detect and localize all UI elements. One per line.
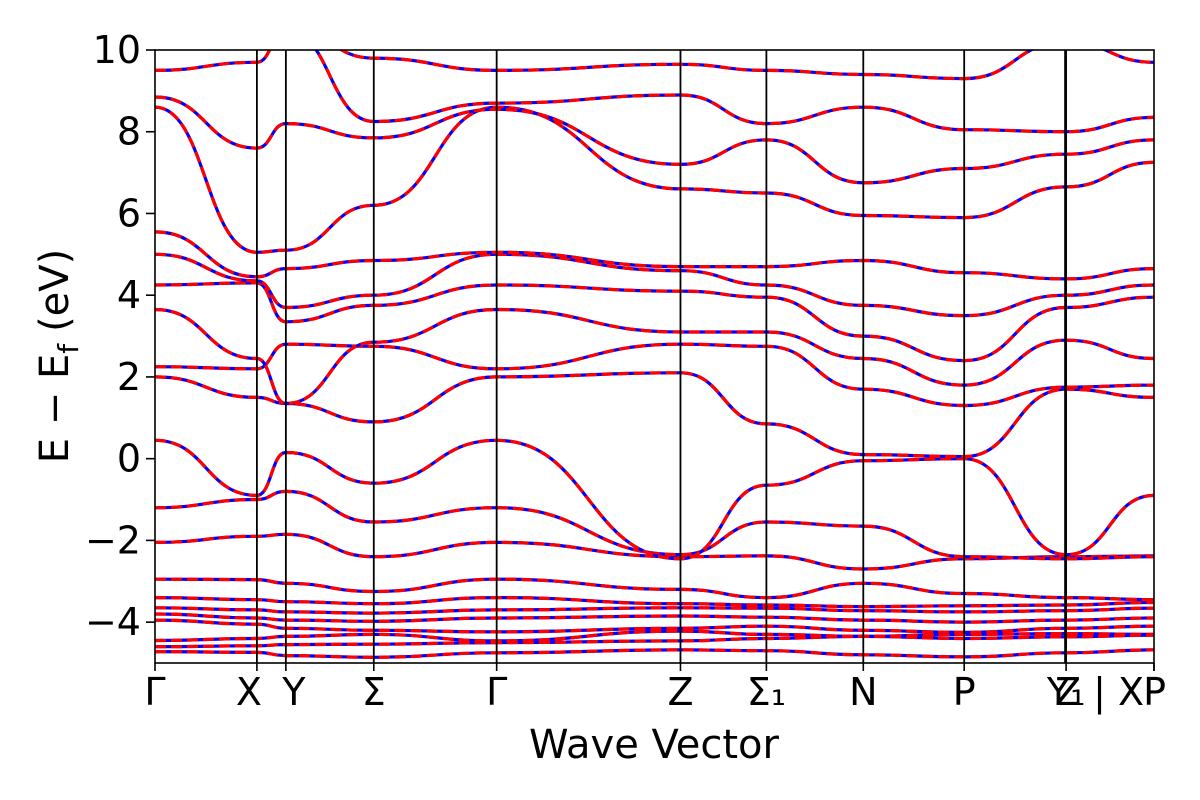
y-tick-label: 8 (117, 110, 141, 154)
band-line-red (155, 105, 1154, 254)
y-tick-label: 0 (117, 437, 141, 481)
y-axis-title-sub: f (52, 343, 85, 354)
y-tick-label: 2 (117, 355, 141, 399)
y-tick-label: −2 (85, 518, 141, 562)
x-tick-label: X (236, 670, 262, 714)
x-tick-label: Σ (362, 670, 386, 714)
y-axis-title: E − Ef (eV) (32, 249, 85, 464)
x-tick-label: Γ (486, 670, 507, 714)
x-tick-label: Y₁ (1046, 670, 1085, 714)
x-tick-label: Y (281, 670, 306, 714)
band-line-red (155, 252, 1154, 318)
band-line-red (155, 606, 1154, 615)
x-axis-title: Wave Vector (529, 722, 780, 768)
y-axis-title-unit: (eV) (32, 249, 78, 332)
y-axis-title-main: E − E (32, 354, 78, 464)
band-line-red (155, 50, 1154, 134)
band-line-red (155, 230, 1154, 281)
band-line-red (155, 342, 1154, 408)
x-tick-label: Z (667, 670, 693, 714)
y-axis: −4 −2 0 2 4 6 8 10 (85, 28, 155, 644)
x-tick-label: Γ (144, 670, 165, 714)
x-tick-label: P (1143, 670, 1166, 714)
x-tick-label: N (849, 670, 877, 714)
band-line-red (155, 648, 1154, 659)
high-symmetry-lines (255, 50, 1067, 663)
x-tick-label: Σ₁ (747, 670, 786, 714)
y-tick-label: 10 (93, 28, 141, 72)
y-tick-label: 6 (117, 191, 141, 235)
band-line-red (155, 577, 1154, 602)
band-line-red (155, 307, 1154, 406)
band-line-red (155, 595, 1154, 609)
y-tick-label: 4 (117, 273, 141, 317)
y-tick-label: −4 (85, 600, 141, 644)
x-tick-label: Z | X (1055, 670, 1144, 715)
x-tick-label: P (953, 670, 976, 714)
band-line-red (155, 95, 1154, 185)
plot-frame (154, 49, 1155, 664)
